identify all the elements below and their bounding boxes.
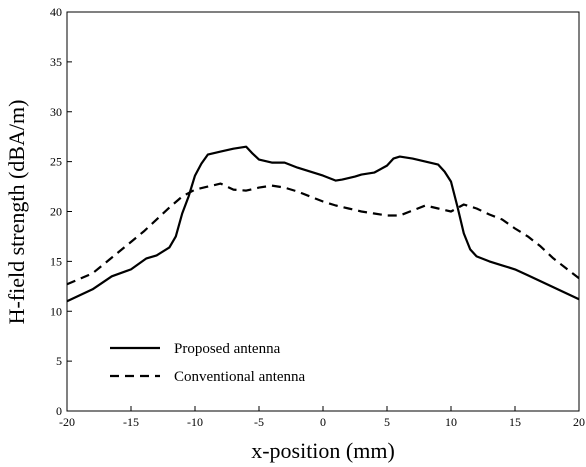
x-tick-label: 10 bbox=[445, 415, 457, 429]
y-axis-title: H-field strength (dBA/m) bbox=[4, 100, 29, 325]
y-tick-label: 10 bbox=[50, 304, 62, 318]
x-axis-title: x-position (mm) bbox=[251, 438, 395, 463]
legend: Proposed antenna Conventional antenna bbox=[110, 341, 306, 385]
y-tick-label: 20 bbox=[50, 205, 62, 219]
x-tick-label: 5 bbox=[384, 415, 390, 429]
legend-label-proposed: Proposed antenna bbox=[174, 341, 281, 357]
y-tick-label: 40 bbox=[50, 5, 62, 19]
series-layer bbox=[66, 145, 580, 303]
x-tick-label: 15 bbox=[509, 415, 521, 429]
legend-label-conventional: Conventional antenna bbox=[174, 369, 306, 385]
x-tick-label: -20 bbox=[59, 415, 75, 429]
y-tick-label: 15 bbox=[50, 254, 62, 268]
y-tick-label: 0 bbox=[56, 404, 62, 418]
series-line-proposed bbox=[66, 145, 580, 303]
series-line-conventional bbox=[66, 182, 580, 286]
y-tick-label: 35 bbox=[50, 55, 62, 69]
y-tick-label: 5 bbox=[56, 354, 62, 368]
x-tick-label: 20 bbox=[573, 415, 585, 429]
x-tick-label: 0 bbox=[320, 415, 326, 429]
x-tick-label: -15 bbox=[123, 415, 139, 429]
y-tick-label: 25 bbox=[50, 155, 62, 169]
y-tick-label: 30 bbox=[50, 105, 62, 119]
x-tick-label: -10 bbox=[187, 415, 203, 429]
plot-frame bbox=[66, 11, 580, 412]
x-tick-label: -5 bbox=[254, 415, 264, 429]
tick-layer: -20 -15 -10 -5 0 5 10 15 20 0 5 10 15 20 25 30 35 40 bbox=[50, 5, 585, 429]
